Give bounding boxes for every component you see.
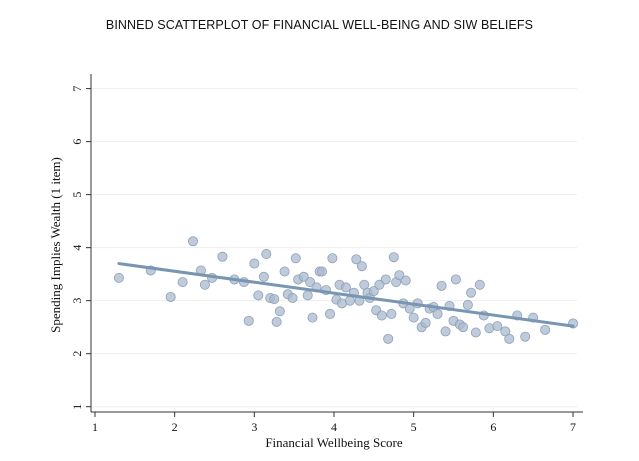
data-point — [302, 290, 313, 301]
data-point — [298, 271, 309, 282]
data-point — [436, 280, 447, 291]
data-point — [325, 308, 336, 319]
data-point — [420, 317, 431, 328]
fit-line — [117, 262, 575, 328]
data-point — [253, 290, 264, 301]
data-point — [113, 272, 124, 283]
data-point — [400, 275, 411, 286]
data-point — [356, 261, 367, 272]
y-tick-label: 6 — [70, 139, 84, 145]
data-point — [351, 254, 362, 265]
data-point — [279, 266, 290, 277]
y-axis-title: Spending Implies Wealth (1 item) — [48, 157, 63, 333]
data-point — [504, 333, 515, 344]
data-point — [408, 312, 419, 323]
x-tick-label: 4 — [331, 420, 337, 434]
data-point — [261, 249, 272, 260]
data-point — [470, 327, 481, 338]
data-point — [458, 322, 469, 333]
y-tick-label: 5 — [70, 192, 84, 198]
y-tick-label: 1 — [70, 404, 84, 410]
data-point — [305, 277, 316, 288]
y-tick-label: 2 — [70, 351, 84, 357]
x-tick-label: 7 — [570, 420, 576, 434]
y-tick-label: 4 — [70, 245, 84, 251]
data-point — [217, 251, 228, 262]
data-point — [374, 279, 385, 290]
data-point — [340, 282, 351, 293]
data-point — [474, 279, 485, 290]
data-point — [177, 277, 188, 288]
data-point — [199, 279, 210, 290]
x-tick-label: 2 — [172, 420, 178, 434]
data-point — [368, 286, 379, 297]
x-axis-title: Financial Wellbeing Score — [265, 435, 403, 450]
data-point — [520, 331, 531, 342]
x-tick-label: 5 — [411, 420, 417, 434]
data-point — [249, 258, 260, 269]
data-point — [383, 333, 394, 344]
points-layer — [113, 236, 579, 344]
data-point — [386, 308, 397, 319]
data-point — [394, 270, 405, 281]
data-point — [165, 291, 176, 302]
x-tick-label: 6 — [490, 420, 496, 434]
data-point — [290, 253, 301, 264]
data-point — [440, 326, 451, 337]
x-tick-label: 3 — [251, 420, 257, 434]
fit-line-layer — [117, 262, 575, 328]
data-point — [307, 312, 318, 323]
data-point — [388, 252, 399, 263]
data-point — [432, 308, 443, 319]
data-point — [269, 294, 280, 305]
data-point — [317, 266, 328, 277]
data-point — [243, 315, 254, 326]
y-tick-label: 7 — [70, 86, 84, 92]
axes-layer: 1 2 3 4 5 6 7 1 2 3 4 5 6 7 — [70, 74, 583, 434]
data-point — [271, 316, 282, 327]
data-point — [274, 306, 285, 317]
data-point — [327, 253, 338, 264]
y-tick-label: 3 — [70, 298, 84, 304]
data-point — [187, 236, 198, 247]
data-point — [540, 324, 551, 335]
grid-layer — [91, 88, 577, 408]
data-point — [258, 271, 269, 282]
data-point — [450, 274, 461, 285]
x-tick-label: 1 — [92, 420, 98, 434]
data-point — [492, 321, 503, 332]
data-point — [380, 274, 391, 285]
data-point — [376, 310, 387, 321]
data-point — [466, 287, 477, 298]
data-point — [462, 299, 473, 310]
chart-title: BINNED SCATTERPLOT OF FINANCIAL WELL-BEI… — [105, 18, 534, 32]
data-point — [287, 293, 298, 304]
